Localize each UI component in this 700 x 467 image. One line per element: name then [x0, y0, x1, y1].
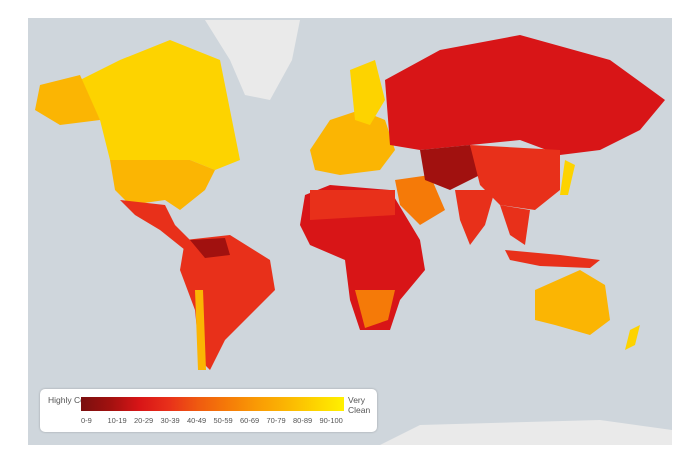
region-europe[interactable] — [310, 110, 395, 175]
region-alaska[interactable] — [35, 75, 100, 125]
legend-tick-label: 70-79 — [266, 416, 286, 425]
legend-tick-label: 30-39 — [160, 416, 180, 425]
region-mexico[interactable] — [120, 200, 195, 250]
region-russia[interactable] — [385, 35, 665, 155]
region-australia[interactable] — [535, 270, 610, 335]
region-north-africa[interactable] — [310, 190, 395, 220]
legend-tick-label: 40-49 — [187, 416, 207, 425]
map-legend: Highly Corrupt Very Clean 0-9 10-19 20-29 3… — [40, 389, 377, 432]
region-venezuela[interactable] — [190, 238, 230, 258]
region-canada[interactable] — [80, 40, 240, 170]
region-new-zealand[interactable] — [625, 325, 640, 350]
region-southern-africa[interactable] — [355, 290, 395, 328]
region-indonesia[interactable] — [505, 250, 600, 268]
legend-tick-label: 10-19 — [107, 416, 127, 425]
legend-color-bar — [81, 397, 344, 411]
legend-tick-label: 60-69 — [240, 416, 260, 425]
region-scandinavia[interactable] — [350, 60, 385, 125]
region-antarctica[interactable] — [380, 420, 672, 445]
legend-ticks: 0-9 10-19 20-29 30-39 40-49 50-59 60-69 70-79 80… — [81, 416, 371, 425]
region-middle-east[interactable] — [395, 175, 445, 225]
region-southeast-asia[interactable] — [500, 205, 530, 245]
region-greenland[interactable] — [205, 20, 300, 100]
region-india[interactable] — [455, 190, 495, 245]
legend-tick-label: 80-89 — [293, 416, 313, 425]
region-japan[interactable] — [560, 160, 575, 195]
legend-high-label: Very Clean — [348, 395, 371, 415]
legend-tick-label: 20-29 — [134, 416, 154, 425]
legend-low-label: Highly Corrupt — [48, 395, 103, 405]
map-svg — [35, 20, 672, 445]
legend-tick-label: 50-59 — [213, 416, 233, 425]
region-china[interactable] — [470, 145, 560, 210]
legend-tick-label: 90-100 — [319, 416, 343, 425]
world-map[interactable] — [28, 18, 672, 445]
region-usa[interactable] — [110, 160, 215, 210]
legend-tick-label: 0-9 — [81, 416, 92, 425]
region-chile[interactable] — [195, 290, 206, 370]
region-central-asia[interactable] — [420, 145, 480, 190]
